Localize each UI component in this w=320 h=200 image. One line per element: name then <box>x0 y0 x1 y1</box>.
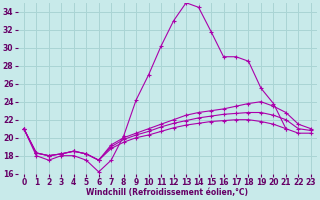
X-axis label: Windchill (Refroidissement éolien,°C): Windchill (Refroidissement éolien,°C) <box>86 188 248 197</box>
